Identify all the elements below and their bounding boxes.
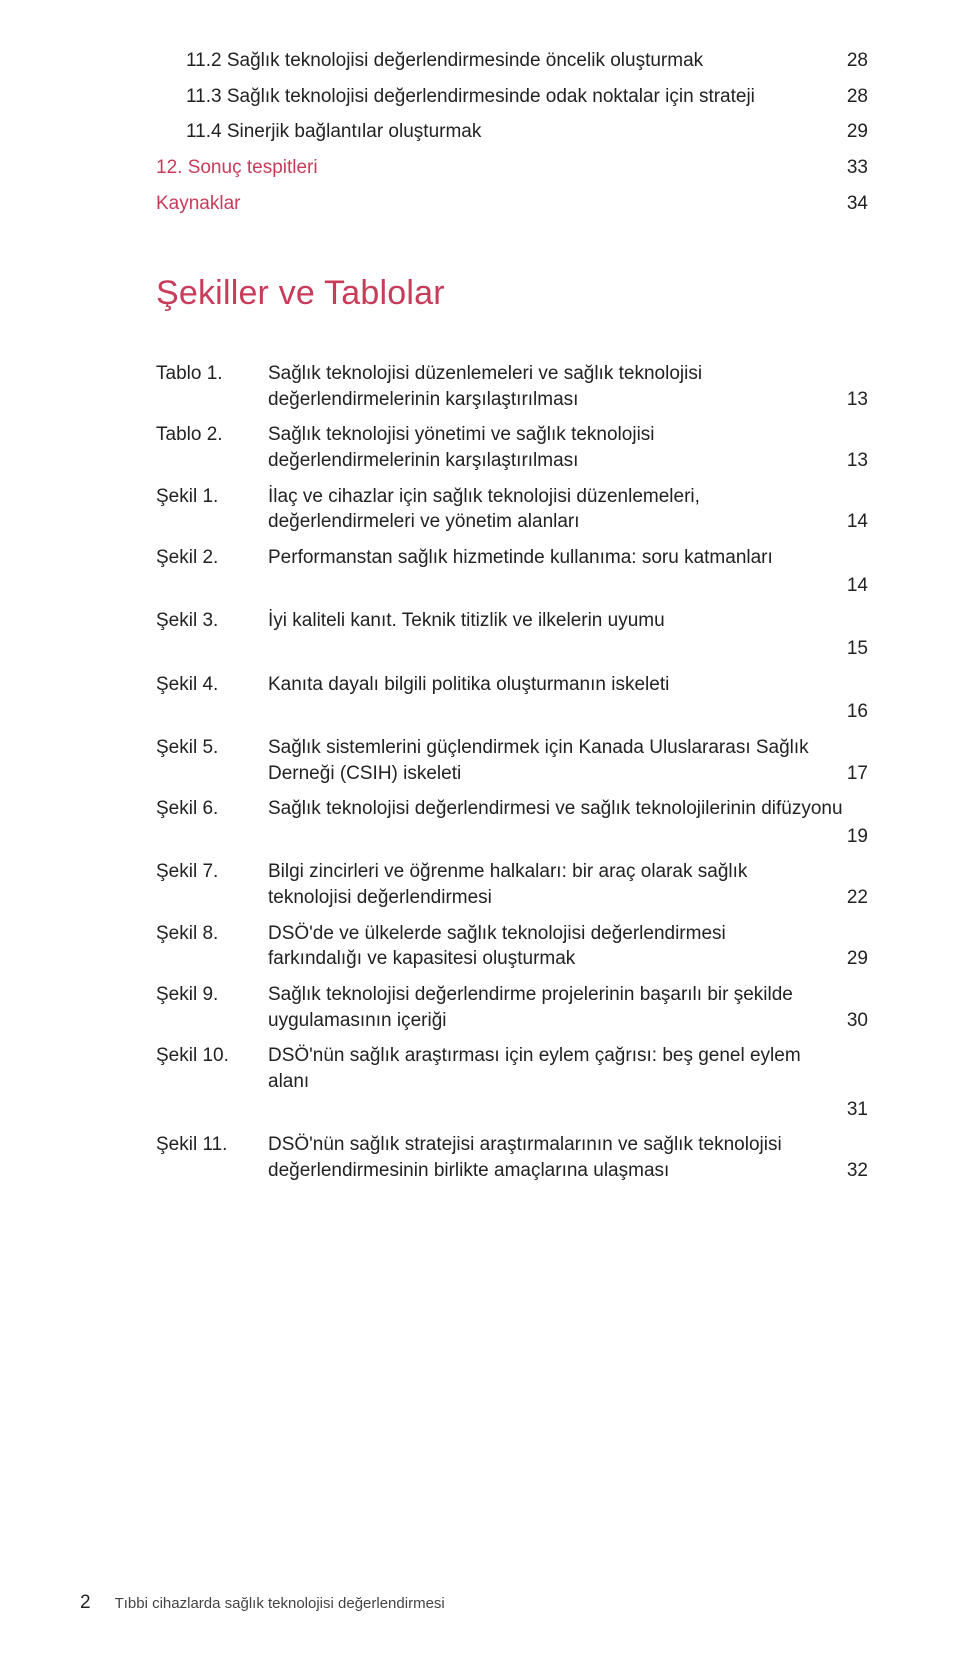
figure-page-number: 32	[847, 1158, 868, 1184]
figure-page-number: 13	[847, 387, 868, 413]
figure-row: Şekil 9.Sağlık teknolojisi değerlendirme…	[156, 982, 868, 1033]
figure-row: Şekil 2.Performanstan sağlık hizmetinde …	[156, 545, 868, 598]
figure-row: Tablo 1.Sağlık teknolojisi düzenlemeleri…	[156, 361, 868, 412]
figure-text: Sağlık teknolojisi düzenlemeleri ve sağl…	[268, 361, 847, 412]
figure-text: Sağlık teknolojisi değerlendirmesi ve sa…	[268, 796, 868, 822]
figure-text: Sağlık sistemlerini güçlendirmek için Ka…	[268, 735, 847, 786]
figure-row: Tablo 2.Sağlık teknolojisi yönetimi ve s…	[156, 422, 868, 473]
toc-page-number: 29	[847, 119, 868, 145]
figure-key: Tablo 2.	[156, 422, 268, 448]
figure-key: Şekil 1.	[156, 484, 268, 510]
toc-label: 12. Sonuç tespitleri	[156, 155, 847, 181]
figure-page-number: 17	[847, 761, 868, 787]
figure-page-number: 15	[156, 636, 868, 662]
footer-page-number: 2	[80, 1592, 91, 1614]
figure-key: Şekil 3.	[156, 608, 268, 634]
toc-row: 11.2 Sağlık teknolojisi değerlendirmesin…	[156, 48, 868, 74]
figure-text: Sağlık teknolojisi değerlendirme projele…	[268, 982, 847, 1033]
figure-text: DSÖ'de ve ülkelerde sağlık teknolojisi d…	[268, 921, 847, 972]
figure-key: Şekil 10.	[156, 1043, 268, 1069]
page: 11.2 Sağlık teknolojisi değerlendirmesin…	[0, 0, 960, 1664]
toc-page-number: 28	[847, 48, 868, 74]
toc-row: Kaynaklar34	[156, 191, 868, 217]
figure-row: Şekil 6.Sağlık teknolojisi değerlendirme…	[156, 796, 868, 849]
figure-key: Tablo 1.	[156, 361, 268, 387]
figure-row: Şekil 3.İyi kaliteli kanıt. Teknik titiz…	[156, 608, 868, 661]
figure-text: İyi kaliteli kanıt. Teknik titizlik ve i…	[268, 608, 868, 634]
figure-key: Şekil 5.	[156, 735, 268, 761]
figure-page-number: 19	[156, 824, 868, 850]
figure-key: Şekil 6.	[156, 796, 268, 822]
figure-key: Şekil 9.	[156, 982, 268, 1008]
figure-text: DSÖ'nün sağlık stratejisi araştırmaların…	[268, 1132, 847, 1183]
toc-label: 11.4 Sinerjik bağlantılar oluşturmak	[156, 119, 847, 145]
figure-key: Şekil 7.	[156, 859, 268, 885]
figure-row: Şekil 7.Bilgi zincirleri ve öğrenme halk…	[156, 859, 868, 910]
figure-page-number: 29	[847, 946, 868, 972]
figure-page-number: 14	[156, 573, 868, 599]
toc-page-number: 28	[847, 84, 868, 110]
figure-row: Şekil 10.DSÖ'nün sağlık araştırması için…	[156, 1043, 868, 1122]
page-footer: 2 Tıbbi cihazlarda sağlık teknolojisi de…	[80, 1592, 445, 1614]
toc-label: Kaynaklar	[156, 191, 847, 217]
figure-page-number: 16	[156, 699, 868, 725]
figure-row: Şekil 1.İlaç ve cihazlar için sağlık tek…	[156, 484, 868, 535]
toc-top-block: 11.2 Sağlık teknolojisi değerlendirmesin…	[156, 48, 868, 216]
figure-page-number: 31	[156, 1097, 868, 1123]
figure-key: Şekil 2.	[156, 545, 268, 571]
footer-text: Tıbbi cihazlarda sağlık teknolojisi değe…	[115, 1595, 445, 1612]
figure-text: Kanıta dayalı bilgili politika oluşturma…	[268, 672, 868, 698]
toc-page-number: 34	[847, 191, 868, 217]
figure-row: Şekil 4.Kanıta dayalı bilgili politika o…	[156, 672, 868, 725]
figure-text: Performanstan sağlık hizmetinde kullanım…	[268, 545, 868, 571]
figure-key: Şekil 4.	[156, 672, 268, 698]
figures-list: Tablo 1.Sağlık teknolojisi düzenlemeleri…	[156, 361, 868, 1183]
toc-page-number: 33	[847, 155, 868, 181]
figure-text: Sağlık teknolojisi yönetimi ve sağlık te…	[268, 422, 847, 473]
figure-text: İlaç ve cihazlar için sağlık teknolojisi…	[268, 484, 847, 535]
figure-text: DSÖ'nün sağlık araştırması için eylem ça…	[268, 1043, 868, 1094]
figure-page-number: 14	[847, 509, 868, 535]
figure-key: Şekil 11.	[156, 1132, 268, 1158]
toc-label: 11.3 Sağlık teknolojisi değerlendirmesin…	[156, 84, 847, 110]
toc-label: 11.2 Sağlık teknolojisi değerlendirmesin…	[156, 48, 847, 74]
figure-row: Şekil 11.DSÖ'nün sağlık stratejisi araşt…	[156, 1132, 868, 1183]
figure-page-number: 30	[847, 1008, 868, 1034]
figure-row: Şekil 8.DSÖ'de ve ülkelerde sağlık tekno…	[156, 921, 868, 972]
figure-page-number: 22	[847, 885, 868, 911]
toc-row: 12. Sonuç tespitleri33	[156, 155, 868, 181]
figure-row: Şekil 5.Sağlık sistemlerini güçlendirmek…	[156, 735, 868, 786]
toc-row: 11.4 Sinerjik bağlantılar oluşturmak29	[156, 119, 868, 145]
figure-page-number: 13	[847, 448, 868, 474]
toc-row: 11.3 Sağlık teknolojisi değerlendirmesin…	[156, 84, 868, 110]
figure-text: Bilgi zincirleri ve öğrenme halkaları: b…	[268, 859, 847, 910]
figure-key: Şekil 8.	[156, 921, 268, 947]
figures-section-title: Şekiller ve Tablolar	[156, 274, 868, 313]
